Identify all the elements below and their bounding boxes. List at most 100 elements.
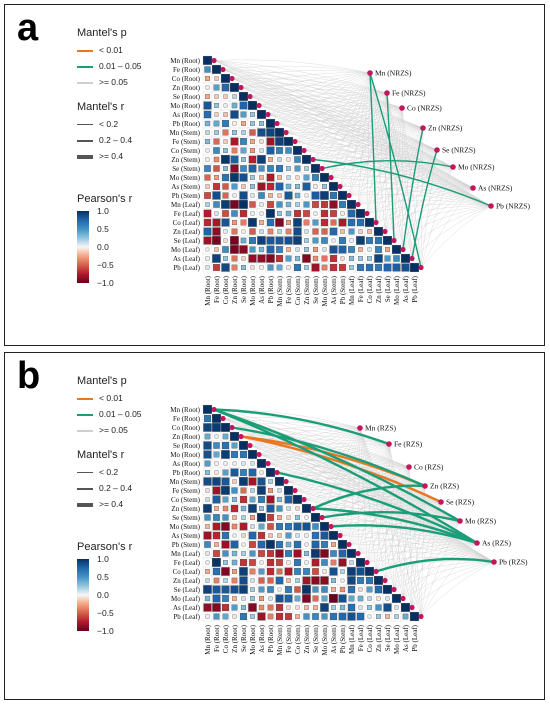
env-label: Fe (RZS) <box>394 440 423 449</box>
correlation-square <box>231 255 238 262</box>
legend-label: < 0.01 <box>99 393 123 403</box>
correlation-square <box>302 155 311 164</box>
mantel-link-nonsig <box>402 520 461 599</box>
correlation-square <box>230 236 239 245</box>
mantel-link <box>239 435 443 504</box>
correlation-square <box>304 247 309 252</box>
mantel-link-nonsig <box>285 481 478 544</box>
mantel-link-nonsig <box>276 123 492 207</box>
correlation-square <box>223 256 228 261</box>
mantel-link-nonsig <box>240 434 390 445</box>
correlation-square <box>275 128 284 137</box>
correlation-square <box>277 229 282 234</box>
correlation-square <box>258 550 265 557</box>
mantel-link-nonsig <box>330 127 424 178</box>
correlation-square <box>232 596 237 601</box>
correlation-square <box>320 191 329 200</box>
correlation-square <box>383 263 392 272</box>
significant-links <box>212 408 496 573</box>
env-node <box>357 425 363 431</box>
correlation-square <box>267 613 274 620</box>
correlation-square <box>268 157 273 162</box>
correlation-square <box>241 130 246 135</box>
correlation-square <box>223 112 228 117</box>
correlation-square <box>203 227 212 236</box>
env-node <box>386 441 392 447</box>
correlation-square <box>259 175 264 180</box>
correlation-square <box>240 469 247 476</box>
correlation-square <box>221 74 230 83</box>
matrix-node <box>301 147 307 154</box>
mantel-link-nonsig <box>267 114 492 207</box>
correlation-square <box>248 101 257 110</box>
correlation-square <box>258 496 265 503</box>
correlation-square <box>205 184 210 189</box>
correlation-square <box>239 209 248 218</box>
correlation-square <box>203 56 212 65</box>
mantel-link-nonsig <box>366 203 492 214</box>
correlation-square <box>347 603 356 612</box>
row-label: Zn (Stem) <box>171 505 200 513</box>
correlation-square <box>239 585 248 594</box>
correlation-square <box>257 155 266 164</box>
mantel-link-nonsig <box>402 561 495 599</box>
correlation-square <box>232 533 237 538</box>
env-label: Co (RZS) <box>414 463 444 472</box>
row-label: Pb (Leaf) <box>173 613 200 621</box>
correlation-square <box>249 147 256 154</box>
correlation-square <box>267 201 274 208</box>
row-label: Mn (Root) <box>170 406 200 414</box>
correlation-square <box>239 576 248 585</box>
env-label: As (RZS) <box>482 539 511 548</box>
correlation-square <box>257 486 266 495</box>
correlation-square <box>330 577 337 584</box>
correlation-square <box>349 265 354 270</box>
mantel-link-nonsig <box>312 159 492 207</box>
pearson-colorbar <box>77 559 89 631</box>
correlation-square <box>348 246 355 253</box>
correlation-square <box>250 524 255 529</box>
correlation-square <box>257 110 266 119</box>
correlation-square <box>213 264 220 271</box>
row-label: As (Leaf) <box>173 255 201 263</box>
correlation-square <box>374 236 383 245</box>
correlation-square <box>268 596 273 601</box>
correlation-square <box>295 202 300 207</box>
legend-label: 0.2 – 0.4 <box>99 483 133 493</box>
correlation-square <box>205 578 210 583</box>
env-label: Mn (NRZS) <box>375 69 412 78</box>
mantel-link <box>321 160 454 170</box>
matrix-node <box>400 595 406 602</box>
correlation-square <box>204 165 211 172</box>
correlation-square <box>230 173 239 182</box>
correlation-square <box>340 256 345 261</box>
correlation-square <box>340 211 345 216</box>
row-label: Se (Leaf) <box>174 237 201 245</box>
column-label: Fe (Root) <box>213 275 221 303</box>
correlation-square <box>304 166 309 171</box>
correlation-square <box>221 603 230 612</box>
correlation-square <box>203 603 212 612</box>
correlation-square <box>204 595 211 602</box>
matrix-node <box>238 84 244 91</box>
row-label: Zn (Root) <box>172 84 200 92</box>
correlation-square <box>230 155 239 164</box>
correlation-square <box>203 110 212 119</box>
correlation-square <box>213 613 220 620</box>
mantel-link-nonsig <box>222 69 492 207</box>
pearson-colorbar <box>77 211 89 283</box>
mantel-link-nonsig <box>402 542 478 599</box>
correlation-square <box>230 200 239 209</box>
correlation-square <box>205 614 210 619</box>
mantel-link-nonsig <box>357 107 403 205</box>
correlation-square <box>205 488 210 493</box>
correlation-square <box>276 505 283 512</box>
mantel-link-nonsig <box>213 60 454 168</box>
correlation-square <box>249 129 256 136</box>
correlation-square <box>304 238 309 243</box>
row-label: Zn (Root) <box>172 433 200 441</box>
row-label: Co (Stem) <box>171 147 201 155</box>
matrix-node <box>247 93 253 100</box>
correlation-square <box>249 496 256 503</box>
correlation-square <box>356 612 365 621</box>
